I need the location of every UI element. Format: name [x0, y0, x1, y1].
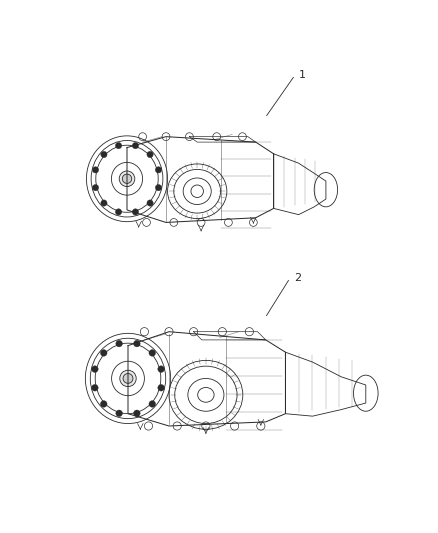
Circle shape [92, 366, 98, 373]
Circle shape [120, 370, 136, 386]
Circle shape [132, 209, 138, 215]
Circle shape [155, 184, 162, 191]
Circle shape [92, 167, 99, 173]
Circle shape [100, 401, 107, 407]
Circle shape [92, 384, 98, 391]
Circle shape [116, 410, 122, 417]
Circle shape [101, 151, 107, 158]
Text: 2: 2 [294, 273, 301, 283]
Circle shape [122, 174, 132, 183]
Circle shape [116, 340, 122, 347]
Circle shape [116, 142, 122, 149]
Circle shape [158, 384, 164, 391]
Circle shape [155, 167, 162, 173]
Text: 1: 1 [299, 70, 306, 80]
Circle shape [149, 350, 155, 356]
Circle shape [132, 142, 138, 149]
Circle shape [119, 171, 135, 187]
Circle shape [147, 151, 153, 158]
Circle shape [123, 374, 133, 383]
Circle shape [149, 401, 155, 407]
Circle shape [100, 350, 107, 356]
Circle shape [92, 184, 99, 191]
Circle shape [134, 340, 140, 347]
Circle shape [147, 200, 153, 206]
Circle shape [101, 200, 107, 206]
Circle shape [116, 209, 122, 215]
Circle shape [134, 410, 140, 417]
Circle shape [158, 366, 164, 373]
